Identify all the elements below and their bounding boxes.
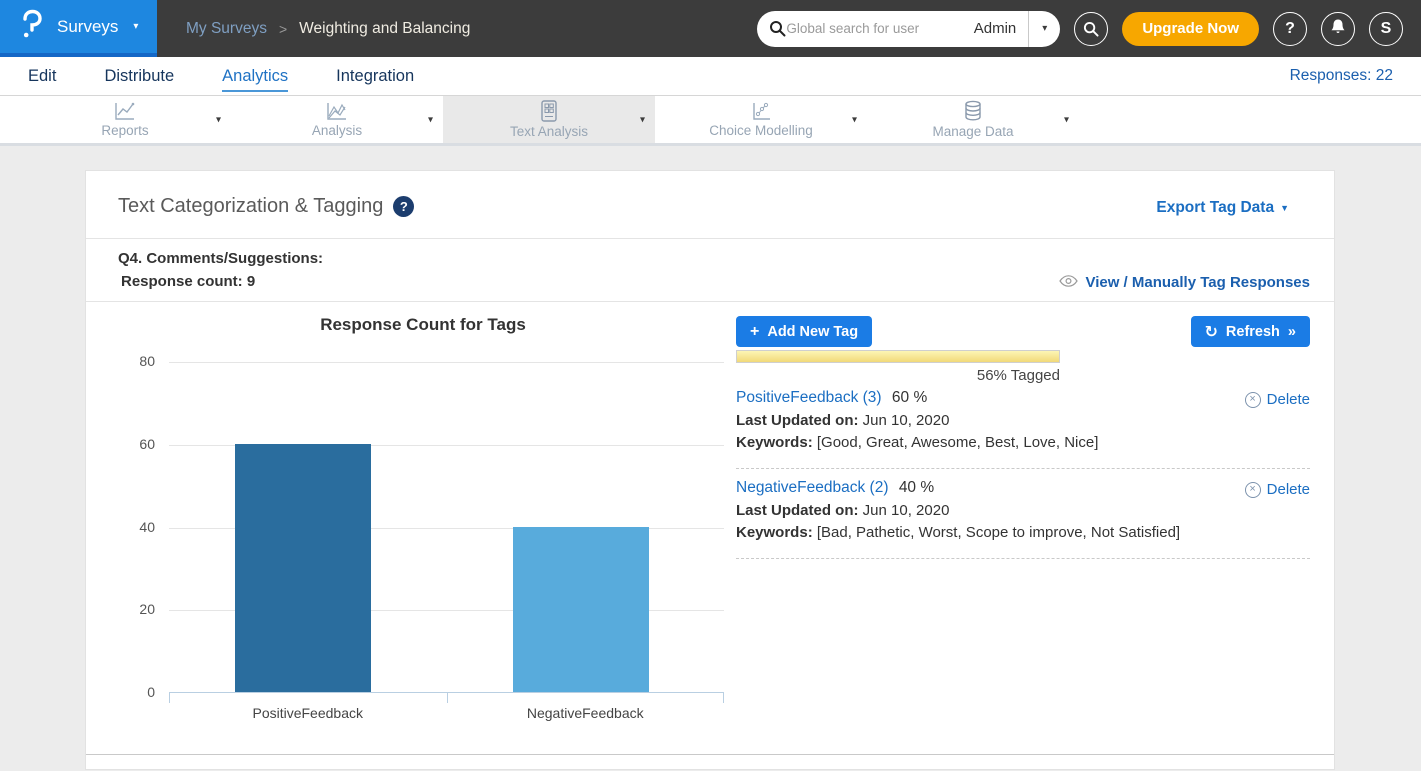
x-category-label: PositiveFeedback [169, 705, 447, 721]
chevron-down-icon: ▾ [133, 21, 138, 32]
tag-entry-positive: PositiveFeedback (3) 60 % Last Updated o… [736, 381, 1310, 469]
view-manually-tag-link[interactable]: View / Manually Tag Responses [1059, 274, 1310, 291]
breadcrumb-current-survey: Weighting and Balancing [299, 20, 470, 38]
subtab-manage-data[interactable]: Manage Data ▾ [867, 96, 1079, 143]
refresh-icon: ↻ [1205, 322, 1218, 341]
y-tick-label: 20 [111, 601, 155, 617]
notifications-button[interactable] [1321, 12, 1355, 46]
chevron-down-icon[interactable]: ▾ [1064, 114, 1069, 125]
tag-name-link[interactable]: PositiveFeedback (3) [736, 389, 882, 406]
y-tick-label: 80 [111, 353, 155, 369]
top-header: Surveys ▾ My Surveys > Weighting and Bal… [0, 0, 1421, 57]
page-title: Text Categorization & Tagging ? [118, 195, 414, 218]
search-scope-caret-icon[interactable]: ▾ [1029, 23, 1060, 34]
gridline [169, 362, 724, 363]
user-avatar[interactable]: S [1369, 12, 1403, 46]
subtab-choice-modelling[interactable]: Choice Modelling ▾ [655, 96, 867, 143]
subtab-reports[interactable]: Reports ▾ [19, 96, 231, 143]
subtab-analysis[interactable]: Analysis ▾ [231, 96, 443, 143]
bar-NegativeFeedback [513, 527, 649, 693]
search-icon [769, 20, 786, 37]
x-axis-tick [169, 692, 170, 703]
chevron-down-icon[interactable]: ▾ [216, 114, 221, 125]
delete-tag-button[interactable]: × Delete [1245, 481, 1310, 498]
keywords-value: [Good, Great, Awesome, Best, Love, Nice] [813, 434, 1099, 451]
product-label: Surveys [57, 17, 118, 37]
breadcrumb: My Surveys > Weighting and Balancing [186, 0, 470, 57]
circle-x-icon: × [1245, 482, 1261, 498]
tab-analytics[interactable]: Analytics [222, 67, 288, 86]
chart-plot [169, 362, 724, 693]
search-scope-label: Admin [968, 20, 1029, 37]
circle-x-icon: × [1245, 392, 1261, 408]
database-icon [963, 100, 983, 122]
x-axis-labels: PositiveFeedbackNegativeFeedback [169, 705, 724, 725]
divider [86, 238, 1334, 239]
multi-line-chart-icon [326, 101, 348, 121]
x-axis-tick [447, 692, 448, 703]
text-categorization-card: Text Categorization & Tagging ? Export T… [85, 170, 1335, 770]
responses-count: Responses: 22 [1290, 67, 1393, 85]
tab-integration[interactable]: Integration [336, 67, 414, 86]
chevron-down-icon[interactable]: ▾ [852, 114, 857, 125]
refresh-button[interactable]: ↻ Refresh » [1191, 316, 1310, 347]
tag-response-chart: Response Count for Tags 0 20 40 60 80 Positi… [86, 301, 736, 771]
x-axis-tick [723, 692, 724, 703]
line-chart-icon [114, 101, 136, 121]
bell-icon [1330, 18, 1346, 40]
analytics-subtabs: Reports ▾ Analysis ▾ Text Analysis ▾ Cho… [0, 96, 1421, 146]
breadcrumb-my-surveys[interactable]: My Surveys [186, 20, 267, 38]
tab-distribute[interactable]: Distribute [104, 67, 174, 86]
tag-name-link[interactable]: NegativeFeedback (2) [736, 479, 889, 496]
add-new-tag-button[interactable]: + Add New Tag [736, 316, 872, 347]
scatter-chart-icon [750, 101, 772, 121]
updated-value: Jun 10, 2020 [859, 502, 950, 519]
updated-value: Jun 10, 2020 [859, 412, 950, 429]
text-grid-icon [540, 100, 558, 122]
caret-down-icon: ▼ [1280, 203, 1289, 213]
keywords-value: [Bad, Pathetic, Worst, Scope to improve,… [813, 524, 1180, 541]
y-tick-label: 40 [111, 519, 155, 535]
help-badge-icon[interactable]: ? [393, 196, 414, 217]
updated-label: Last Updated on: [736, 412, 859, 429]
tag-list: PositiveFeedback (3) 60 % Last Updated o… [736, 381, 1310, 561]
export-tag-data-button[interactable]: Export Tag Data ▼ [1156, 199, 1289, 217]
tagged-progress-bar [736, 350, 1060, 363]
questionpro-logo [20, 9, 44, 44]
card-bottom-divider [86, 754, 1334, 755]
y-tick-label: 0 [111, 684, 155, 700]
response-count-label: Response count: 9 [121, 273, 255, 290]
bar-PositiveFeedback [235, 444, 371, 692]
subtab-text-analysis[interactable]: Text Analysis ▾ [443, 96, 655, 143]
breadcrumb-separator-icon: > [279, 21, 287, 37]
chevron-down-icon[interactable]: ▾ [428, 114, 433, 125]
x-category-label: NegativeFeedback [447, 705, 725, 721]
keywords-label: Keywords: [736, 434, 813, 451]
keywords-label: Keywords: [736, 524, 813, 541]
search-input[interactable] [786, 21, 967, 36]
eye-icon [1059, 274, 1078, 291]
chevron-down-icon[interactable]: ▾ [640, 114, 645, 125]
survey-nav: Edit Distribute Analytics Integration Re… [0, 57, 1421, 96]
tag-entry-negative: NegativeFeedback (2) 40 % Last Updated o… [736, 471, 1310, 559]
tag-percent: 40 % [899, 479, 934, 496]
header-search-button[interactable] [1074, 12, 1108, 46]
upgrade-now-button[interactable]: Upgrade Now [1122, 12, 1259, 46]
product-switcher[interactable]: Surveys ▾ [0, 0, 157, 57]
updated-label: Last Updated on: [736, 502, 859, 519]
help-button[interactable]: ? [1273, 12, 1307, 46]
plus-icon: + [750, 323, 759, 341]
tab-edit[interactable]: Edit [28, 67, 56, 86]
chart-title: Response Count for Tags [116, 315, 730, 335]
tag-percent: 60 % [892, 389, 927, 406]
global-search: Admin ▾ [757, 11, 1060, 47]
raquo-icon: » [1288, 324, 1296, 340]
delete-tag-button[interactable]: × Delete [1245, 391, 1310, 408]
question-label: Q4. Comments/Suggestions: [118, 250, 323, 267]
y-tick-label: 60 [111, 436, 155, 452]
